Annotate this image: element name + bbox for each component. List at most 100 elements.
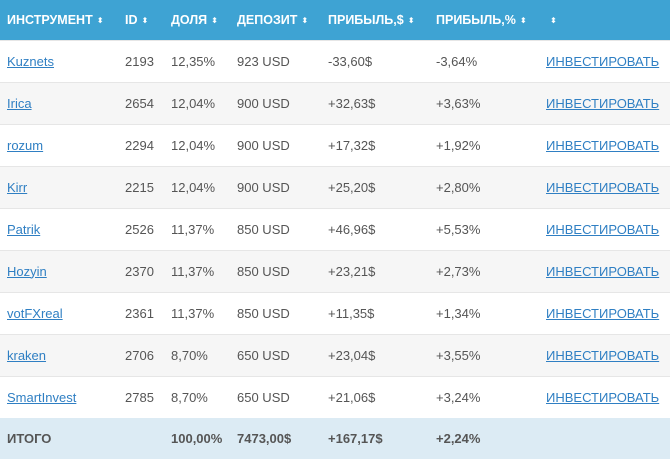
cell-share: 12,04% <box>171 179 216 195</box>
cell-instrument: Patrik <box>0 208 118 250</box>
instrument-link[interactable]: SmartInvest <box>7 389 77 405</box>
cell-id: 2654 <box>125 95 154 111</box>
cell-action: ИНВЕСТИРОВАТЬ <box>539 208 670 250</box>
cell-id: 2215 <box>125 179 154 195</box>
header-profit-usd[interactable]: ПРИБЫЛЬ,$ ⬍ <box>321 0 429 40</box>
cell-share: 11,37% <box>171 305 215 321</box>
sort-icon[interactable]: ⬍ <box>141 15 149 25</box>
sort-icon[interactable]: ⬍ <box>301 15 309 25</box>
cell-id: 2706 <box>125 347 154 363</box>
header-label: ИНСТРУМЕНТ <box>7 12 93 27</box>
table-row: Kirr 2215 12,04% 900 USD +25,20$ +2,80% ИНВЕСТ… <box>0 166 670 208</box>
cell-deposit: 923 USD <box>237 53 290 69</box>
cell-profit-usd: +25,20$ <box>328 179 376 195</box>
cell-share: 11,37% <box>171 221 215 237</box>
cell-profit-usd: +23,04$ <box>328 347 376 363</box>
instrument-link[interactable]: votFXreal <box>7 305 63 321</box>
instrument-link[interactable]: Kuznets <box>7 53 54 69</box>
totals-id <box>118 418 164 459</box>
cell-action: ИНВЕСТИРОВАТЬ <box>539 292 670 334</box>
header-label: ПРИБЫЛЬ,$ <box>328 12 404 27</box>
cell-profit-pct: +3,24% <box>436 389 481 405</box>
cell-id: 2193 <box>125 53 154 69</box>
cell-profit-pct: +1,92% <box>436 137 481 153</box>
cell-share: 8,70% <box>171 347 208 363</box>
header-label: ДЕПОЗИТ <box>237 12 298 27</box>
invest-link[interactable]: ИНВЕСТИРОВАТЬ <box>546 221 660 237</box>
cell-profit-usd: +11,35$ <box>328 305 375 321</box>
sort-icon[interactable]: ⬍ <box>211 15 218 25</box>
totals-empty <box>539 418 670 459</box>
header-action[interactable]: ⬍ <box>539 0 670 40</box>
instrument-link[interactable]: kraken <box>7 347 47 363</box>
header-deposit[interactable]: ДЕПОЗИТ ⬍ <box>230 0 321 40</box>
cell-share: 12,04% <box>171 137 216 153</box>
header-label: ПРИБЫЛЬ,% <box>436 12 516 27</box>
cell-deposit: 850 USD <box>237 221 290 237</box>
cell-profit-usd: +17,32$ <box>328 137 376 153</box>
cell-profit-usd: -33,60$ <box>328 53 373 69</box>
totals-profit-pct: +2,24% <box>436 431 481 446</box>
invest-link[interactable]: ИНВЕСТИРОВАТЬ <box>546 305 660 321</box>
cell-profit-usd: +46,96$ <box>328 221 376 237</box>
cell-action: ИНВЕСТИРОВАТЬ <box>539 166 670 208</box>
instrument-link[interactable]: Kirr <box>7 179 28 195</box>
invest-link[interactable]: ИНВЕСТИРОВАТЬ <box>546 263 660 279</box>
table-header: ИНСТРУМЕНТ ⬍ ID ⬍ ДОЛЯ ⬍ ДЕПОЗИТ ⬍ ПРИБЫЛЬ,$ ⬍ ПРИ… <box>0 0 670 40</box>
cell-id: 2294 <box>125 137 154 153</box>
header-label: ID <box>125 12 138 27</box>
cell-instrument: rozum <box>0 124 118 166</box>
instrument-link[interactable]: Irica <box>7 95 32 111</box>
header-id[interactable]: ID ⬍ <box>118 0 164 40</box>
cell-deposit: 850 USD <box>237 263 290 279</box>
cell-profit-pct: +2,73% <box>436 263 481 279</box>
cell-share: 12,35% <box>171 53 216 69</box>
sort-icon[interactable]: ⬍ <box>96 15 104 25</box>
cell-action: ИНВЕСТИРОВАТЬ <box>539 40 670 82</box>
cell-instrument: Irica <box>0 82 118 124</box>
header-profit-pct[interactable]: ПРИБЫЛЬ,% ⬍ <box>429 0 539 40</box>
invest-link[interactable]: ИНВЕСТИРОВАТЬ <box>546 347 660 363</box>
cell-action: ИНВЕСТИРОВАТЬ <box>539 250 670 292</box>
cell-instrument: Kirr <box>0 166 118 208</box>
table-row: rozum 2294 12,04% 900 USD +17,32$ +1,92% ИНВЕС… <box>0 124 670 166</box>
cell-profit-pct: +3,63% <box>436 95 481 111</box>
instrument-link[interactable]: Patrik <box>7 221 41 237</box>
header-share[interactable]: ДОЛЯ ⬍ <box>164 0 230 40</box>
invest-link[interactable]: ИНВЕСТИРОВАТЬ <box>546 389 660 405</box>
cell-action: ИНВЕСТИРОВАТЬ <box>539 124 670 166</box>
cell-instrument: SmartInvest <box>0 376 118 418</box>
cell-profit-pct: +2,80% <box>436 179 481 195</box>
invest-link[interactable]: ИНВЕСТИРОВАТЬ <box>546 137 660 153</box>
invest-link[interactable]: ИНВЕСТИРОВАТЬ <box>546 53 660 69</box>
sort-icon[interactable]: ⬍ <box>407 15 415 25</box>
instrument-link[interactable]: Hozyin <box>7 263 47 279</box>
cell-deposit: 650 USD <box>237 347 290 363</box>
cell-profit-pct: +5,53% <box>436 221 481 237</box>
cell-id: 2526 <box>125 221 154 237</box>
table-row: Kuznets 2193 12,35% 923 USD -33,60$ -3,64% ИНВ… <box>0 40 670 82</box>
totals-deposit: 7473,00$ <box>237 431 292 446</box>
instrument-link[interactable]: rozum <box>7 137 44 153</box>
invest-link[interactable]: ИНВЕСТИРОВАТЬ <box>546 179 660 195</box>
cell-action: ИНВЕСТИРОВАТЬ <box>539 376 670 418</box>
table-row: Irica 2654 12,04% 900 USD +32,63$ +3,63% ИНВЕС… <box>0 82 670 124</box>
invest-link[interactable]: ИНВЕСТИРОВАТЬ <box>546 95 660 111</box>
cell-id: 2370 <box>125 263 154 279</box>
cell-profit-usd: +21,06$ <box>328 389 376 405</box>
table-row: kraken 2706 8,70% 650 USD +23,04$ +3,55% ИНВЕС… <box>0 334 670 376</box>
header-instrument[interactable]: ИНСТРУМЕНТ ⬍ <box>0 0 118 40</box>
cell-profit-usd: +32,63$ <box>328 95 376 111</box>
table-row: votFXreal 2361 11,37% 850 USD +11,35$ +1,34% И… <box>0 292 670 334</box>
sort-icon[interactable]: ⬍ <box>519 15 527 25</box>
table-body: Kuznets 2193 12,35% 923 USD -33,60$ -3,64% ИНВ… <box>0 40 670 418</box>
sort-icon[interactable]: ⬍ <box>550 15 557 25</box>
cell-share: 12,04% <box>171 95 216 111</box>
cell-id: 2361 <box>125 305 154 321</box>
cell-deposit: 900 USD <box>237 95 290 111</box>
cell-share: 11,37% <box>171 263 215 279</box>
cell-profit-usd: +23,21$ <box>328 263 376 279</box>
table-row: SmartInvest 2785 8,70% 650 USD +21,06$ +3,24%… <box>0 376 670 418</box>
header-row: ИНСТРУМЕНТ ⬍ ID ⬍ ДОЛЯ ⬍ ДЕПОЗИТ ⬍ ПРИБЫЛЬ,$ ⬍ ПРИ… <box>0 0 670 40</box>
totals-share: 100,00% <box>171 431 223 446</box>
